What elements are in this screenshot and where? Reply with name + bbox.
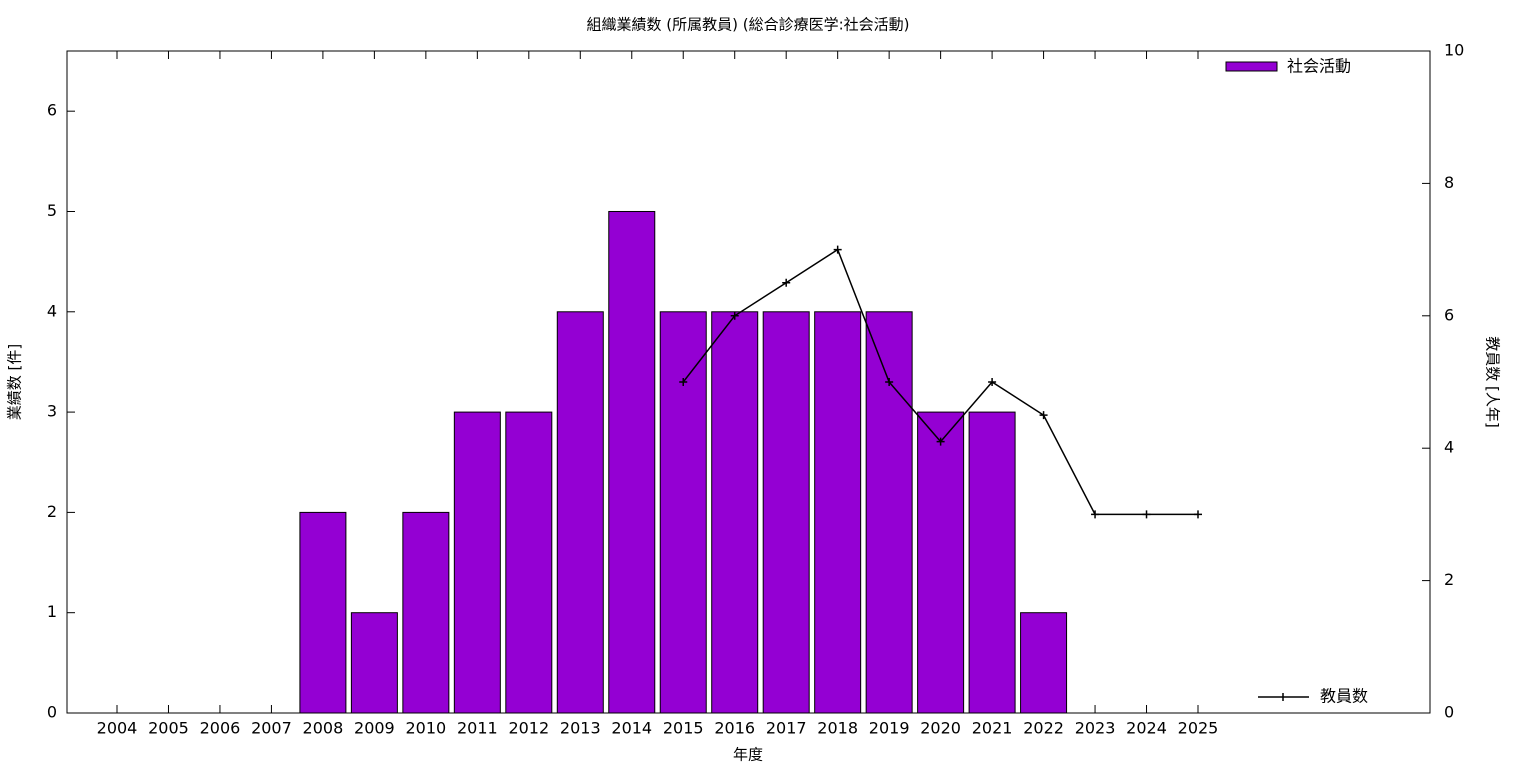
x-tick-label: 2008 (303, 719, 344, 738)
legend-label: 社会活動 (1287, 57, 1351, 76)
legend-swatch (1258, 693, 1309, 701)
chart-title: 組織業績数 (所属教員) (総合診療医学:社会活動) (586, 16, 909, 34)
bar (505, 411, 553, 714)
x-axis-label: 年度 (733, 746, 763, 764)
point (936, 437, 945, 446)
point (679, 378, 688, 386)
point (1142, 510, 1151, 519)
x-tick-label: 2018 (817, 719, 858, 738)
bar (865, 311, 913, 714)
x-tick-label: 2020 (920, 719, 961, 738)
y2-tick-label: 8 (1444, 173, 1454, 192)
y-tick-label: 6 (47, 101, 57, 120)
y-tick-label: 4 (47, 301, 57, 320)
x-tick-label: 2019 (869, 719, 910, 738)
y2-tick-label: 0 (1444, 703, 1454, 722)
x-tick-label: 2015 (663, 719, 704, 738)
y-axis-label: 業績数 [件] (6, 344, 24, 420)
y-tick-label: 3 (47, 402, 57, 421)
x-tick-label: 2011 (457, 719, 498, 738)
bar (968, 411, 1016, 714)
x-tick-label: 2012 (508, 719, 549, 738)
x-tick-label: 2005 (148, 719, 189, 738)
y2-axis-label: 教員数 [人年] (1484, 336, 1502, 427)
x-tick-label: 2009 (354, 719, 395, 738)
bar (453, 411, 501, 714)
x-tick-label: 2007 (251, 719, 292, 738)
x-tick-label: 2013 (560, 719, 601, 738)
y-tick-label: 0 (47, 703, 57, 722)
x-tick-label: 2017 (766, 719, 807, 738)
x-tick-label: 2004 (97, 719, 138, 738)
x-tick-label: 2014 (611, 719, 652, 738)
point (833, 245, 842, 254)
bar (762, 311, 810, 714)
y2-tick-label: 6 (1444, 305, 1454, 324)
y-tick-label: 1 (47, 602, 57, 621)
point (885, 378, 894, 386)
bar (608, 210, 656, 714)
bar (917, 411, 965, 714)
y-tick-label: 2 (47, 502, 57, 521)
x-tick-label: 2022 (1023, 719, 1064, 738)
y2-tick-label: 2 (1444, 570, 1454, 589)
bar (556, 311, 604, 714)
bar (814, 311, 862, 714)
x-tick-label: 2021 (972, 719, 1013, 738)
point (1039, 411, 1048, 420)
point (782, 278, 791, 287)
y2-tick-label: 4 (1444, 438, 1454, 457)
bar (711, 311, 759, 714)
x-tick-label: 2025 (1178, 719, 1219, 738)
bar (402, 511, 450, 714)
x-tick-label: 2016 (714, 719, 755, 738)
bar (659, 311, 707, 714)
point (1091, 510, 1100, 519)
point (988, 378, 997, 386)
x-tick-label: 2010 (405, 719, 446, 738)
bar (350, 612, 398, 714)
bar (299, 511, 347, 714)
point (730, 311, 739, 320)
y-tick-label: 5 (47, 201, 57, 220)
y2-tick-label: 10 (1444, 41, 1464, 60)
x-tick-label: 2006 (200, 719, 241, 738)
x-tick-label: 2024 (1126, 719, 1167, 738)
x-tick-label: 2023 (1075, 719, 1116, 738)
bar (1020, 612, 1068, 714)
legend-swatch (1225, 61, 1278, 72)
point (1194, 510, 1202, 519)
legend-label: 教員数 (1320, 687, 1368, 706)
